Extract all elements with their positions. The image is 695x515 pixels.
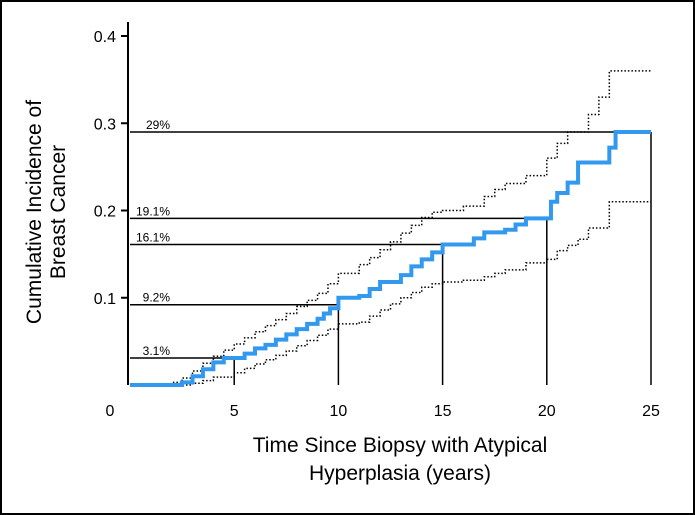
annotation-label: 9.2%: [143, 291, 171, 305]
y-tick-label: 0.4: [94, 29, 116, 46]
annotation-label: 19.1%: [136, 204, 170, 218]
y-tick-label: 0.2: [94, 204, 116, 221]
annotation-label: 29%: [146, 118, 170, 132]
series-layer: [130, 70, 651, 387]
x-axis-title: Time Since Biopsy with Atypical: [253, 434, 548, 457]
x-tick-label: 0: [106, 403, 115, 420]
x-tick-label: 5: [230, 403, 239, 420]
confidence-bound-line: [130, 70, 651, 386]
axis-titles: Time Since Biopsy with Atypical Hyperplas…: [23, 100, 547, 485]
y-tick-label: 0.1: [94, 291, 116, 308]
annotation-label: 3.1%: [143, 344, 171, 358]
x-tick-label: 10: [330, 403, 348, 420]
annotation-label: 16.1%: [136, 231, 170, 245]
x-tick-label: 15: [434, 403, 452, 420]
ticks: 0.1 0.2 0.3 0.4 0 5 10 15 20 25: [94, 29, 660, 420]
reference-lines: [130, 131, 652, 385]
y-axis-title: Breast Cancer: [47, 145, 70, 279]
x-tick-label: 20: [538, 403, 556, 420]
y-axis-title: Cumulative Incidence of: [23, 100, 46, 324]
x-tick-label: 25: [642, 403, 660, 420]
annotation-labels: 3.1% 9.2% 16.1% 19.1% 29%: [136, 118, 170, 358]
x-axis-title: Hyperplasia (years): [309, 462, 491, 485]
y-tick-label: 0.3: [94, 116, 116, 133]
confidence-bound-line: [130, 201, 651, 386]
cumulative-incidence-line: [130, 129, 651, 387]
